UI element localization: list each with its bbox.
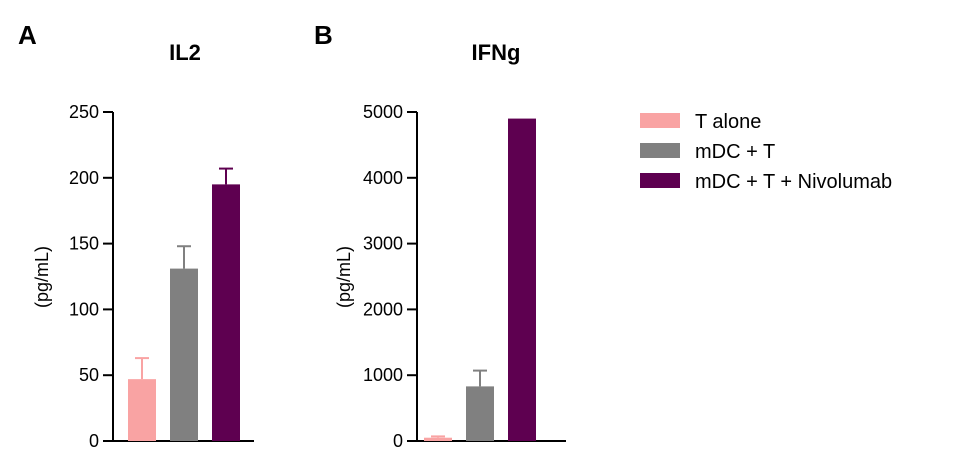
y-tick-label: 50	[79, 365, 99, 385]
y-tick-label: 5000	[363, 102, 403, 122]
panel-letter: B	[314, 20, 333, 50]
panel-letter: A	[18, 20, 37, 50]
y-tick-label: 1000	[363, 365, 403, 385]
bar	[212, 184, 240, 441]
bar	[466, 386, 494, 441]
chart-title: IFNg	[472, 40, 521, 65]
y-axis-label: (pg/mL)	[32, 246, 52, 308]
y-tick-label: 200	[69, 168, 99, 188]
y-tick-label: 250	[69, 102, 99, 122]
legend-label: mDC + T + Nivolumab	[695, 171, 892, 193]
bar	[508, 118, 536, 441]
chart-title: IL2	[169, 40, 201, 65]
bar	[424, 437, 452, 441]
legend-label: mDC + T	[695, 141, 775, 163]
y-tick-label: 150	[69, 234, 99, 254]
y-tick-label: 0	[393, 431, 403, 451]
y-tick-label: 0	[89, 431, 99, 451]
y-tick-label: 100	[69, 299, 99, 319]
y-tick-label: 4000	[363, 168, 403, 188]
bar	[170, 268, 198, 441]
legend-swatch	[640, 113, 680, 128]
legend-label: T alone	[695, 111, 761, 133]
y-tick-label: 3000	[363, 234, 403, 254]
panel-b-ifng-chart: B IFNg 0 1000 2000 3000 4000 5000 (pg/mL)	[314, 20, 566, 451]
legend: T alone mDC + T mDC + T + Nivolumab	[640, 111, 892, 193]
legend-swatch	[640, 173, 680, 188]
panel-a-il2-chart: A IL2 0 50 100 150 200 250 (pg/mL)	[18, 20, 254, 451]
y-tick-label: 2000	[363, 299, 403, 319]
y-axis-label: (pg/mL)	[334, 246, 354, 308]
legend-swatch	[640, 143, 680, 158]
bar	[128, 379, 156, 441]
